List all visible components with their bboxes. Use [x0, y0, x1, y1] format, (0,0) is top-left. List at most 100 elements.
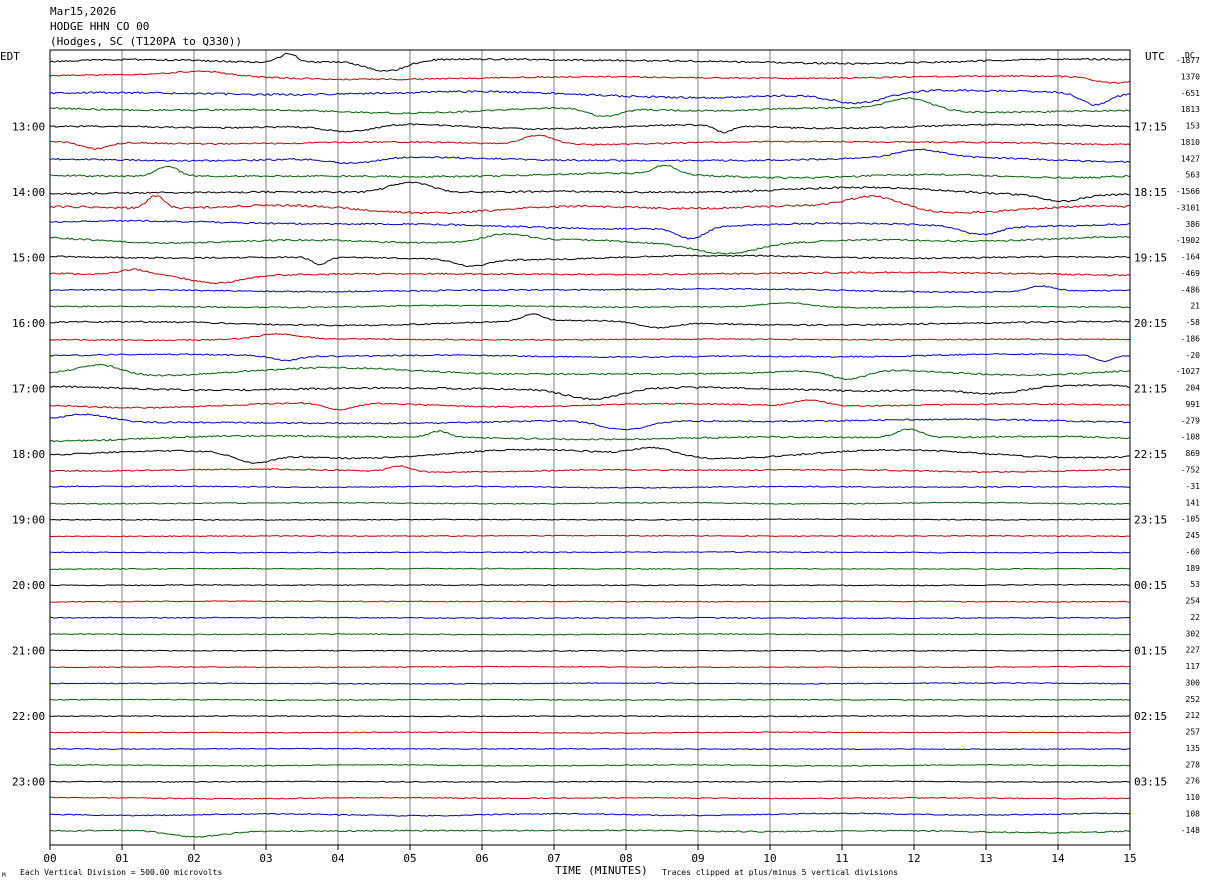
- dc-offset-label: -1902: [1176, 236, 1200, 245]
- dc-offset-label: -58: [1186, 318, 1201, 327]
- trace-row-22: [49, 413, 1131, 431]
- trace-row-21: [49, 399, 1131, 411]
- trace-row-42: [49, 747, 1131, 751]
- dc-offset-label: 276: [1186, 777, 1201, 786]
- trace-row-9: [49, 194, 1131, 215]
- dc-offset-label: 153: [1186, 122, 1201, 131]
- dc-offset-label: 117: [1186, 662, 1201, 671]
- dc-offset-label: 302: [1186, 629, 1201, 638]
- dc-offset-label: 21: [1190, 302, 1200, 311]
- dc-offset-label: -279: [1181, 416, 1200, 425]
- left-hour-label: 22:00: [12, 710, 45, 723]
- left-hour-label: 20:00: [12, 579, 45, 592]
- trace-row-10: [49, 219, 1131, 240]
- x-tick-label-14: 14: [1051, 852, 1065, 865]
- left-hour-label: 19:00: [12, 514, 45, 527]
- trace-row-0: [49, 52, 1131, 72]
- trace-row-19: [49, 363, 1131, 381]
- x-tick-label-03: 03: [259, 852, 272, 865]
- trace-row-36: [49, 649, 1131, 652]
- dc-offset-label: 254: [1186, 597, 1201, 606]
- left-hour-label: 16:00: [12, 317, 45, 330]
- dc-offset-label: 204: [1186, 384, 1201, 393]
- dc-offset-label: 22: [1190, 613, 1200, 622]
- x-tick-label-13: 13: [979, 852, 992, 865]
- dc-offset-label: 1370: [1181, 72, 1200, 81]
- header-location: (Hodges, SC (T120PA to Q330)): [50, 35, 243, 48]
- left-hour-label: 14:00: [12, 186, 45, 199]
- trace-row-3: [49, 97, 1131, 117]
- trace-row-40: [49, 714, 1131, 718]
- x-tick-label-07: 07: [547, 852, 560, 865]
- trace-row-29: [49, 534, 1131, 538]
- x-tick-label-11: 11: [835, 852, 848, 865]
- plot-border: [49, 49, 1131, 846]
- dc-offset-label: 386: [1186, 220, 1201, 229]
- left-timezone-label: EDT: [0, 50, 20, 63]
- trace-row-17: [49, 333, 1131, 342]
- dc-offset-label: 53: [1190, 580, 1200, 589]
- dc-offset-label: 991: [1186, 400, 1201, 409]
- dc-offset-label: 300: [1186, 678, 1201, 687]
- dc-offset-label: -752: [1181, 466, 1200, 475]
- x-tick-label-12: 12: [907, 852, 920, 865]
- dc-offset-label: -486: [1181, 285, 1200, 294]
- dc-offset-label: 141: [1186, 498, 1201, 507]
- trace-row-32: [49, 583, 1131, 587]
- x-tick-label-01: 01: [115, 852, 128, 865]
- trace-row-39: [49, 698, 1131, 702]
- right-hour-label: 19:15: [1134, 252, 1167, 265]
- corner-mark: M: [2, 872, 6, 879]
- dc-offset-label: 227: [1186, 646, 1201, 655]
- x-tick-label-09: 09: [691, 852, 704, 865]
- dc-offset-label: 563: [1186, 171, 1201, 180]
- right-hour-label: 17:15: [1134, 121, 1167, 134]
- x-axis-label: TIME (MINUTES): [555, 864, 648, 877]
- trace-row-6: [49, 148, 1131, 165]
- x-tick-label-04: 04: [331, 852, 345, 865]
- left-hour-label: 21:00: [12, 645, 45, 658]
- right-hour-label: 18:15: [1134, 186, 1167, 199]
- dc-offset-label: 252: [1186, 695, 1201, 704]
- dc-offset-label: -148: [1181, 826, 1200, 835]
- clip-note: Traces clipped at plus/minus 5 vertical …: [662, 868, 898, 877]
- right-hour-label: 20:15: [1134, 317, 1167, 330]
- right-hour-label: 01:15: [1134, 645, 1167, 658]
- x-tick-label-08: 08: [619, 852, 632, 865]
- right-hour-label: 00:15: [1134, 579, 1167, 592]
- left-hour-label: 23:00: [12, 776, 45, 789]
- trace-row-46: [49, 812, 1131, 817]
- dc-offset-label: 278: [1186, 760, 1201, 769]
- right-hour-label: 23:15: [1134, 514, 1167, 527]
- dc-offset-label: 212: [1186, 711, 1201, 720]
- dc-offset-label: 108: [1186, 809, 1201, 818]
- trace-row-33: [49, 600, 1131, 603]
- dc-offset-label: -1566: [1176, 187, 1200, 196]
- trace-row-20: [49, 384, 1131, 401]
- trace-row-38: [49, 682, 1131, 685]
- x-tick-label-10: 10: [763, 852, 776, 865]
- dc-offset-label: 245: [1186, 531, 1201, 540]
- trace-row-43: [49, 763, 1131, 767]
- dc-offset-label: -60: [1186, 547, 1201, 556]
- dc-offset-label: 135: [1186, 744, 1201, 753]
- dc-offset-label: -651: [1181, 89, 1200, 98]
- dc-offset-label: -31: [1186, 482, 1201, 491]
- trace-row-41: [49, 731, 1131, 734]
- dc-offset-label: 1427: [1181, 154, 1200, 163]
- dc-offset-label: -469: [1181, 269, 1200, 278]
- x-tick-label-00: 00: [43, 852, 56, 865]
- trace-row-47: [49, 829, 1131, 838]
- x-tick-label-06: 06: [475, 852, 488, 865]
- dc-offset-label: -164: [1181, 253, 1200, 262]
- dc-offset-label: 1810: [1181, 138, 1200, 147]
- dc-offset-label: -105: [1181, 515, 1200, 524]
- dc-offset-label: 1813: [1181, 105, 1200, 114]
- dc-offset-label: 257: [1186, 728, 1201, 737]
- trace-row-45: [49, 796, 1131, 800]
- trace-row-12: [49, 254, 1131, 267]
- dc-offset-label: -186: [1181, 334, 1200, 343]
- trace-row-31: [49, 567, 1131, 571]
- dc-offset-label: -20: [1186, 351, 1201, 360]
